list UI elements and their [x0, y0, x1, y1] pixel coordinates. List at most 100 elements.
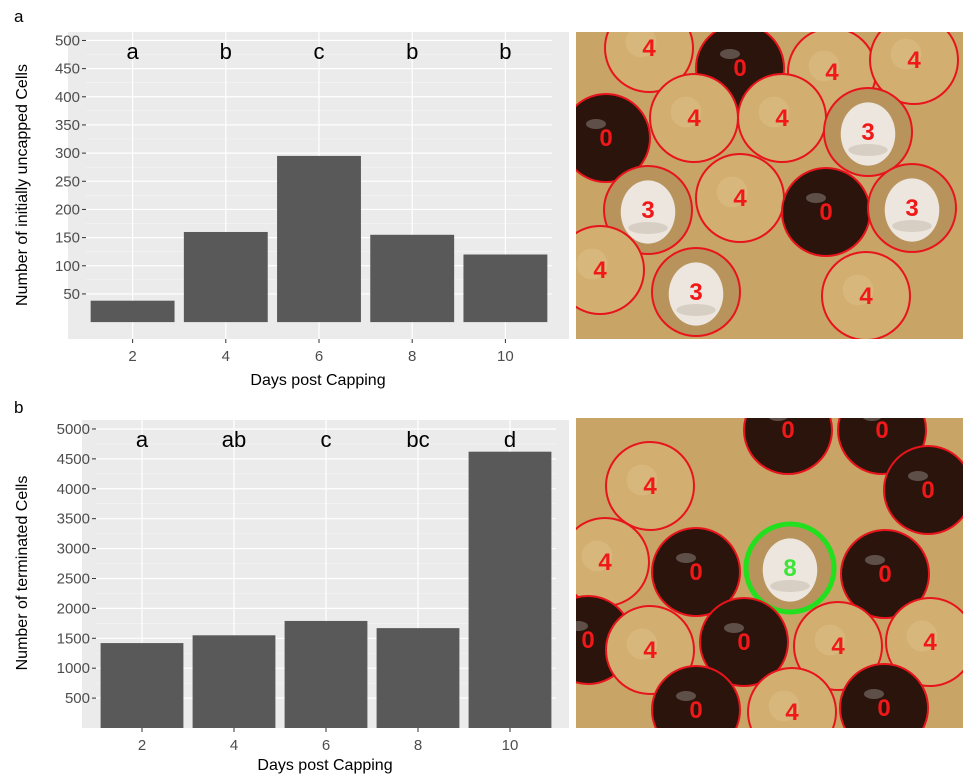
x-tick-label: 2 — [138, 737, 146, 754]
cell-label: 4 — [643, 473, 657, 500]
cell-label: 0 — [921, 477, 934, 504]
cell-label: 4 — [642, 35, 656, 62]
significance-letter: b — [220, 39, 232, 64]
bars-b — [100, 451, 552, 728]
bar — [100, 643, 184, 728]
y-tick-labels-a: 50 100 150 200 250 300 350 400 450 500 — [55, 32, 86, 303]
brood-cell: 4 — [604, 32, 694, 93]
significance-letters-b: a ab c bc d — [136, 427, 516, 452]
panel-label-a: a — [14, 7, 24, 26]
significance-letter: bc — [406, 427, 429, 452]
y-tick-label: 500 — [55, 32, 80, 49]
cell-label: 0 — [781, 417, 794, 444]
x-tick-label: 4 — [230, 737, 238, 754]
y-tick-label: 50 — [63, 286, 80, 303]
y-tick-label: 3500 — [57, 511, 90, 528]
brood-cell: 4 — [605, 441, 695, 531]
cell-label: 0 — [599, 125, 612, 152]
significance-letter: b — [499, 39, 511, 64]
chart-b: b a ab c bc d 500 1000 1500 2000 2500 3000 3500 400… — [14, 398, 569, 774]
brood-cell: 0 — [743, 417, 833, 475]
cell-label: 4 — [923, 629, 937, 656]
x-tick-labels-b: 2 4 6 8 10 — [138, 728, 519, 754]
cell-label: 4 — [775, 105, 789, 132]
brood-cell: 0 — [699, 597, 789, 687]
brood-cell: 0 — [576, 93, 651, 183]
brood-cell: 8 — [743, 521, 837, 615]
brood-cell: 0 — [840, 529, 930, 619]
cell-label: 8 — [783, 555, 796, 582]
x-tick-label: 8 — [414, 737, 422, 754]
brood-cell: 3 — [651, 247, 741, 337]
significance-letter: c — [314, 39, 325, 64]
cell-label: 4 — [598, 549, 612, 576]
panel-label-b: b — [14, 398, 23, 417]
y-tick-label: 4500 — [57, 451, 90, 468]
bar — [376, 628, 460, 728]
cell-label: 3 — [689, 279, 702, 306]
brood-cell: 4 — [793, 601, 883, 691]
y-tick-labels-b: 500 1000 1500 2000 2500 3000 3500 4000 4500 5000 — [57, 421, 96, 707]
x-tick-label: 4 — [222, 348, 230, 365]
x-tick-label: 10 — [502, 737, 519, 754]
significance-letter: a — [126, 39, 139, 64]
bar — [284, 620, 368, 728]
y-tick-label: 300 — [55, 145, 80, 162]
significance-letter: c — [321, 427, 332, 452]
bar — [370, 234, 455, 323]
brood-cell: 3 — [603, 165, 693, 255]
y-tick-label: 400 — [55, 89, 80, 106]
cell-label: 4 — [907, 47, 921, 74]
cell-label: 4 — [643, 637, 657, 664]
y-tick-label: 350 — [55, 117, 80, 134]
cell-label: 0 — [737, 629, 750, 656]
cell-label: 4 — [687, 105, 701, 132]
y-tick-label: 2500 — [57, 570, 90, 587]
y-axis-title-b: Number of terminated Cells — [14, 476, 31, 671]
brood-cell: 4 — [747, 667, 837, 728]
bar — [468, 451, 552, 728]
brood-cell: 4 — [737, 73, 827, 163]
cell-label: 0 — [689, 559, 702, 586]
y-tick-label: 150 — [55, 230, 80, 247]
y-tick-label: 450 — [55, 61, 80, 78]
y-tick-label: 4000 — [57, 481, 90, 498]
cell-label: 0 — [819, 199, 832, 226]
y-tick-label: 1500 — [57, 630, 90, 647]
x-axis-title-a: Days post Capping — [250, 372, 385, 389]
significance-letter: b — [406, 39, 418, 64]
x-tick-label: 8 — [408, 348, 416, 365]
brood-cell: 4 — [821, 251, 911, 339]
brood-cell: 0 — [883, 445, 963, 535]
y-axis-title-a: Number of initially uncapped Cells — [14, 64, 31, 306]
brood-cell: 4 — [649, 73, 739, 163]
cell-label: 4 — [733, 185, 747, 212]
brood-cell: 0 — [651, 527, 741, 617]
chart-a: a a b c b b 50 100 150 200 250 300 350 400 450 500 2 4… — [14, 7, 569, 389]
x-tick-label: 6 — [322, 737, 330, 754]
brood-cell: 0 — [781, 167, 871, 257]
cell-label: 4 — [825, 59, 839, 86]
brood-cell: 4 — [869, 32, 959, 105]
cell-label: 0 — [689, 697, 702, 724]
brood-cell: 4 — [576, 225, 645, 315]
y-tick-label: 250 — [55, 173, 80, 190]
brood-cell: 0 — [839, 663, 929, 728]
bar — [192, 635, 276, 728]
cell-label: 0 — [733, 55, 746, 82]
brood-cell: 0 — [651, 665, 741, 728]
cell-label: 0 — [877, 695, 890, 722]
x-axis-title-b: Days post Capping — [257, 757, 392, 774]
bar — [90, 300, 175, 323]
cell-label: 3 — [861, 119, 874, 146]
cell-label: 0 — [878, 561, 891, 588]
brood-cell: 4 — [576, 517, 650, 607]
bar — [463, 254, 548, 323]
y-tick-label: 2000 — [57, 600, 90, 617]
cell-label: 4 — [593, 257, 607, 284]
significance-letter: ab — [222, 427, 246, 452]
bar — [183, 231, 268, 323]
brood-cell: 4 — [885, 597, 963, 687]
bars-a — [90, 155, 548, 323]
